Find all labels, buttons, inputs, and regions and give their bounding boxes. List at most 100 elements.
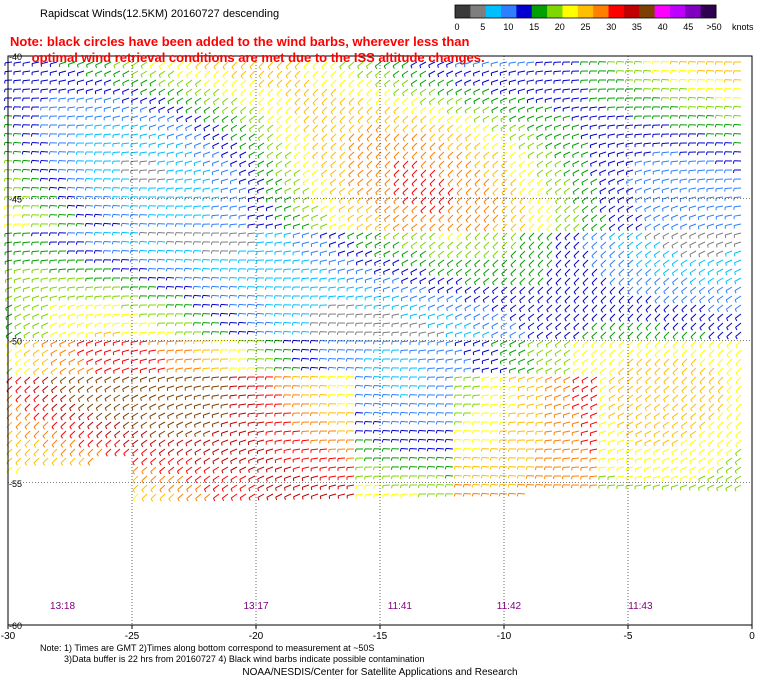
wind-barb [357,178,364,187]
barb-flag [167,118,169,122]
wind-barb [39,124,49,128]
barb-shaft [121,240,130,243]
barb-flag [669,88,672,92]
barb-shaft [194,115,202,120]
wind-barb [482,115,490,123]
barb-flag [203,110,206,114]
wind-barb [447,160,454,169]
wind-barb [590,187,598,195]
wind-barb [113,61,121,69]
wind-barb [203,106,211,114]
barb-shaft [733,105,742,108]
barb-shaft [438,151,445,158]
wind-barb [338,196,346,204]
barb-flag [653,217,655,222]
barb-flag [168,66,171,70]
barb-shaft [554,124,562,128]
wind-barb [265,205,274,212]
barb-flag [509,128,512,132]
wind-barb [732,61,742,66]
wind-barb [40,97,49,102]
barb-flag [366,75,369,79]
barb-shaft [429,214,436,221]
wind-barb [276,124,283,133]
wind-barb [357,88,364,97]
wind-barb [554,169,562,177]
wind-barb [129,240,139,245]
barb-shaft [716,232,724,236]
wind-barb [366,160,373,169]
wind-barb [508,79,517,85]
wind-barb [256,205,265,211]
wind-barb [276,61,283,70]
barb-flag [148,118,151,122]
barb-flag [57,241,60,246]
wind-barb [158,115,166,122]
barb-shaft [429,160,436,167]
barb-shaft [338,214,346,219]
barb-shaft [40,177,49,180]
barb-flag [492,228,496,232]
wind-barb [330,79,337,88]
wind-barb [429,232,436,241]
wind-barb [201,232,211,237]
wind-barb [411,205,418,214]
wind-barb [401,61,409,69]
barb-flag [705,88,708,92]
barb-shaft [267,88,274,95]
barb-flag [213,75,216,79]
barb-shaft [221,142,229,147]
barb-shaft [149,70,157,76]
wind-barb [292,223,301,230]
wind-barb [492,214,499,223]
barb-flag [167,101,170,105]
wind-barb [204,70,211,79]
barb-flag [393,93,396,97]
barb-flag [284,173,287,177]
barb-flag [320,217,322,222]
barb-shaft [455,88,463,93]
barb-shaft [609,223,616,229]
wind-barb [94,97,103,103]
barb-flag [446,73,448,78]
wind-barb [402,196,409,205]
barb-shaft [213,97,220,103]
barb-shaft [545,124,553,128]
wind-barb [474,151,481,160]
barb-flag [57,160,60,164]
barb-shaft [661,142,670,145]
barb-shaft [258,88,265,95]
barb-shaft [688,96,697,99]
barb-flag [527,118,529,122]
barb-shaft [312,160,319,166]
wind-barb [148,178,157,183]
wind-barb [573,232,580,241]
barb-shaft [420,160,427,167]
wind-barb [705,114,715,119]
wind-barb [607,133,616,139]
wind-barb [40,88,49,93]
wind-barb [607,151,616,158]
wind-barb [562,61,571,66]
wind-barb [546,187,553,196]
wind-barb [30,124,40,128]
barb-flag [138,205,141,209]
wind-barb [544,124,553,131]
barb-flag [474,237,478,241]
barb-shaft [357,169,364,176]
barb-shaft [581,124,589,128]
barb-flag [195,66,198,70]
barb-shaft [49,177,58,180]
barb-shaft [573,214,580,220]
wind-barb [438,142,445,151]
wind-barb [723,87,733,92]
barb-shaft [193,196,202,199]
wind-barb [625,142,634,148]
wind-barb [661,205,670,212]
wind-barb [174,241,184,245]
barb-shaft [509,61,517,64]
barb-flag [465,147,468,151]
wind-barb [482,142,490,151]
wind-barb [211,196,220,202]
barb-flag [167,92,170,96]
